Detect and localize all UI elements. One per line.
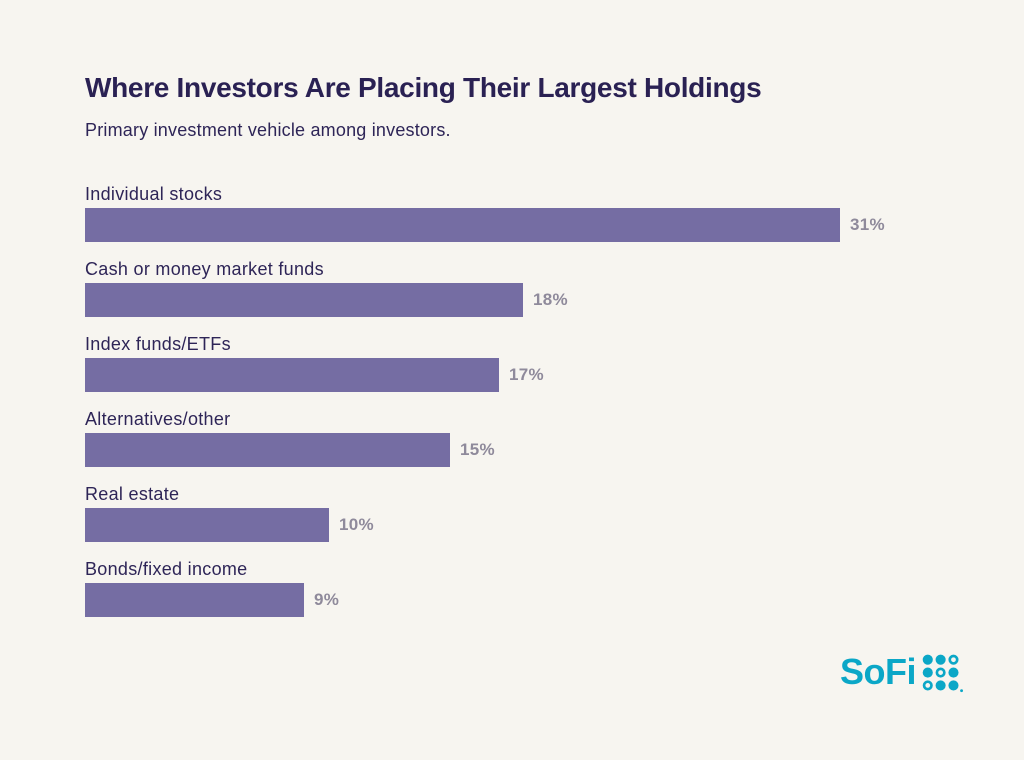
bar-row: Cash or money market funds 18% bbox=[85, 259, 965, 317]
bar-category-label: Individual stocks bbox=[85, 184, 223, 204]
bar bbox=[85, 208, 840, 242]
bar-row: Index funds/ETFs 17% bbox=[85, 334, 965, 392]
bar-category-label: Cash or money market funds bbox=[85, 259, 324, 279]
bar-value-label: 31% bbox=[850, 215, 885, 234]
bar-track: 9% bbox=[85, 583, 965, 617]
sofi-dots-icon bbox=[922, 654, 963, 693]
bar-chart: Individual stocks 31% Cash or money mark… bbox=[85, 184, 965, 634]
bar-value-label: 18% bbox=[533, 290, 568, 309]
bar-value-label: 15% bbox=[460, 440, 495, 459]
bar-row: Real estate 10% bbox=[85, 484, 965, 542]
sofi-logo-text: SoFi bbox=[840, 651, 917, 692]
page-subtitle: Primary investment vehicle among investo… bbox=[85, 120, 451, 140]
bar bbox=[85, 508, 329, 542]
bar-category-label: Real estate bbox=[85, 484, 180, 504]
bar bbox=[85, 583, 304, 617]
page-title: Where Investors Are Placing Their Larges… bbox=[85, 72, 762, 103]
bar bbox=[85, 283, 523, 317]
sofi-logo: SoFi bbox=[840, 650, 964, 694]
bar-track: 17% bbox=[85, 358, 965, 392]
bar-row: Individual stocks 31% bbox=[85, 184, 965, 242]
bar-value-label: 9% bbox=[314, 590, 340, 609]
bar-category-label: Index funds/ETFs bbox=[85, 334, 231, 354]
bar-category-label: Alternatives/other bbox=[85, 409, 231, 429]
bar bbox=[85, 358, 499, 392]
bar-value-label: 17% bbox=[509, 365, 544, 384]
bar-value-label: 10% bbox=[339, 515, 374, 534]
bar-track: 15% bbox=[85, 433, 965, 467]
bar-track: 10% bbox=[85, 508, 965, 542]
bar bbox=[85, 433, 450, 467]
bar-category-label: Bonds/fixed income bbox=[85, 559, 248, 579]
bar-track: 18% bbox=[85, 283, 965, 317]
bar-track: 31% bbox=[85, 208, 965, 242]
bar-row: Bonds/fixed income 9% bbox=[85, 559, 965, 617]
bar-row: Alternatives/other 15% bbox=[85, 409, 965, 467]
